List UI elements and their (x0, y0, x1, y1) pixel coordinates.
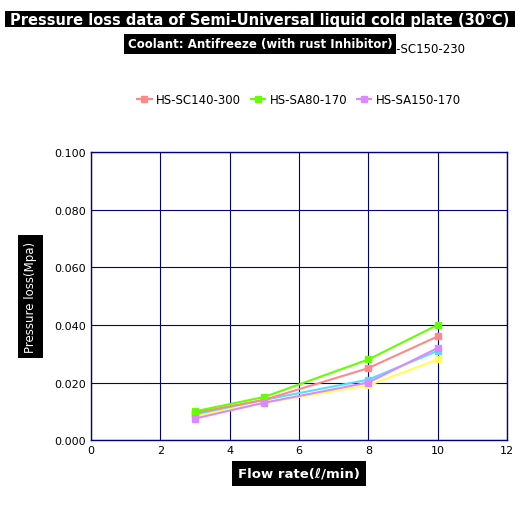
Text: Coolant: Antifreeze (with rust Inhibitor): Coolant: Antifreeze (with rust Inhibitor… (128, 38, 392, 51)
Text: Flow rate(ℓ/min): Flow rate(ℓ/min) (238, 467, 360, 480)
Text: Pressure loss(Mpa): Pressure loss(Mpa) (24, 241, 37, 352)
Text: Pressure loss data of Semi-Universal liquid cold plate (30℃): Pressure loss data of Semi-Universal liq… (10, 13, 510, 27)
Legend: HS-SC140-300, HS-SA80-170, HS-SA150-170: HS-SC140-300, HS-SA80-170, HS-SA150-170 (133, 90, 465, 112)
